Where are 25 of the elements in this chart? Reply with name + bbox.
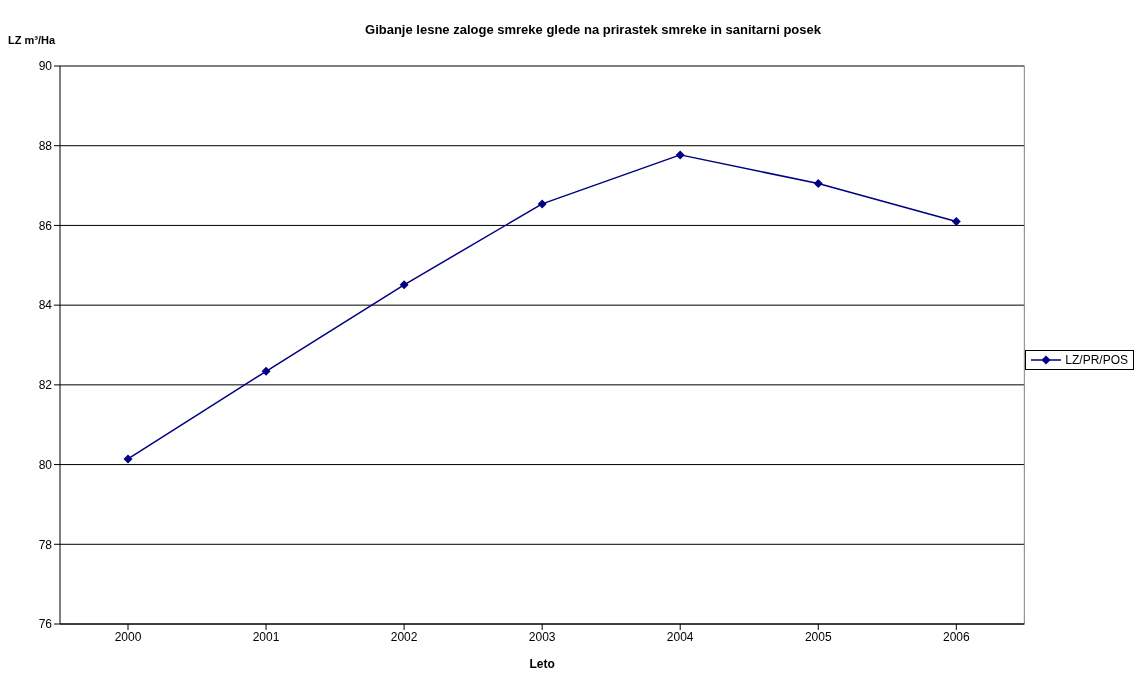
point	[399, 280, 409, 290]
x-axis-title: Leto	[529, 657, 555, 671]
y-tick-label: 88	[38, 138, 53, 153]
y-tick-label: 82	[38, 378, 53, 393]
legend-label: LZ/PR/POS	[1065, 353, 1128, 367]
point	[537, 199, 547, 209]
x-tick-label: 2005	[804, 629, 832, 644]
y-tick-label: 86	[38, 218, 53, 233]
x-tick-label: 2000	[114, 629, 142, 644]
y-tick-label: 80	[38, 457, 53, 472]
point	[951, 216, 961, 226]
x-tick-label: 2001	[252, 629, 280, 644]
x-tick-label: 2002	[390, 629, 418, 644]
y-axis-title: LZ m³/Ha	[8, 34, 56, 46]
y-tick-label: 84	[38, 298, 53, 313]
point	[675, 150, 685, 160]
x-tick-label: 2004	[666, 629, 694, 644]
y-tick-label: 76	[38, 617, 53, 632]
x-tick-label: 2006	[942, 629, 970, 644]
y-tick-label: 90	[38, 59, 53, 74]
x-tick-label: 2003	[528, 629, 556, 644]
chart-title: Gibanje lesne zaloge smreke glede na prirastek smreke in sanitarni posek	[365, 22, 821, 37]
point	[123, 454, 133, 464]
point	[261, 366, 271, 376]
y-tick-label: 78	[38, 537, 53, 552]
